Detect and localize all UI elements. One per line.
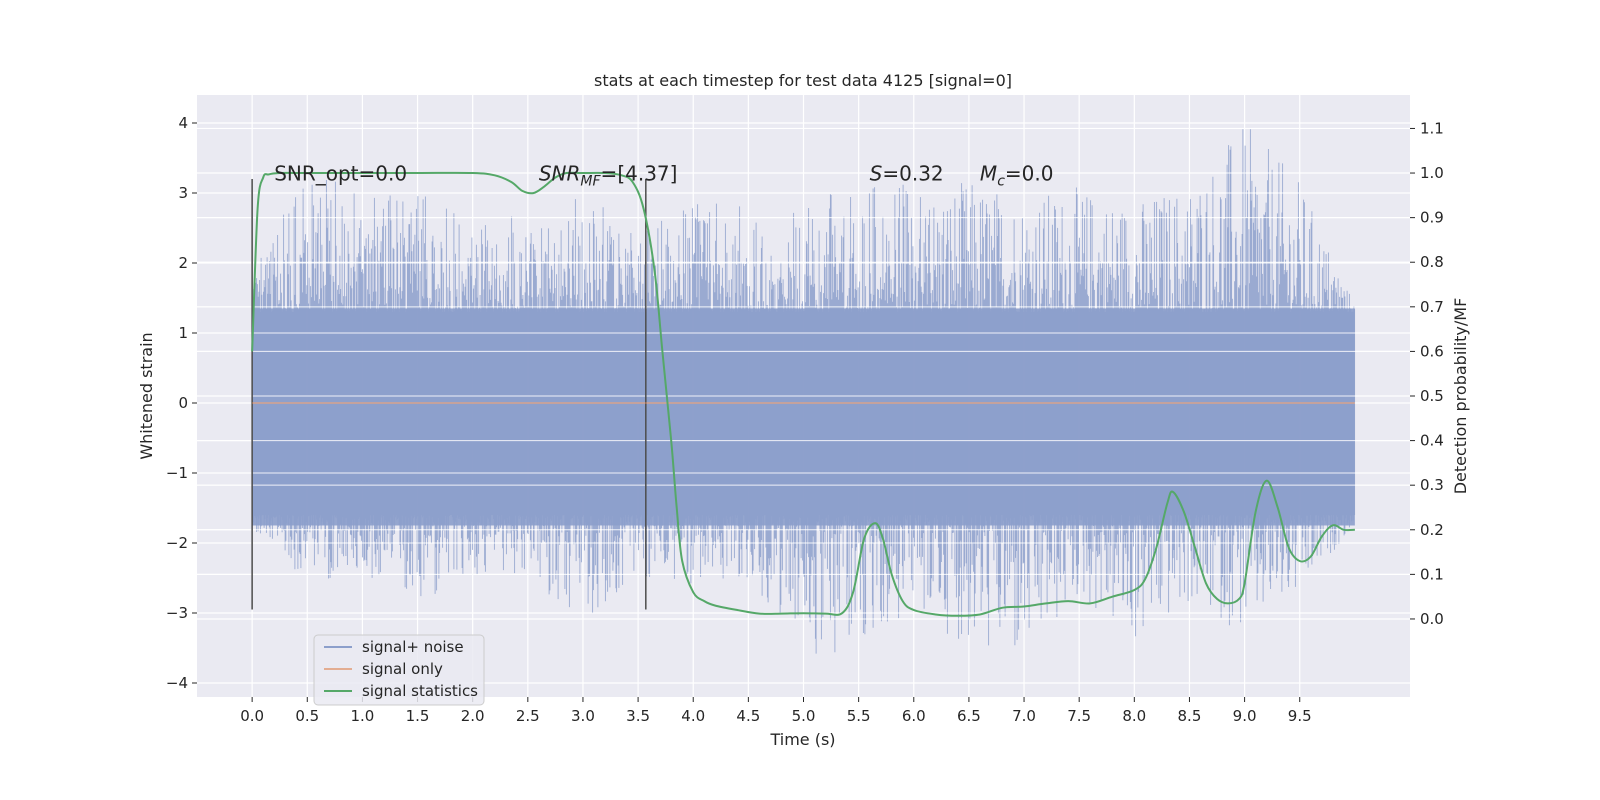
x-tick-label: 3.0 bbox=[571, 707, 595, 725]
x-tick-label: 9.5 bbox=[1288, 707, 1312, 725]
legend-box bbox=[313, 634, 485, 706]
y-axis-left: −4 −3 −2 −1 0 1 2 3 4 bbox=[166, 114, 197, 692]
y-tick-label-right: 0.4 bbox=[1420, 432, 1444, 450]
x-tick-label: 7.0 bbox=[1012, 707, 1036, 725]
x-tick-label: 2.5 bbox=[516, 707, 540, 725]
x-axis-label: Time (s) bbox=[769, 730, 835, 749]
x-tick-label: 9.0 bbox=[1233, 707, 1257, 725]
annotations: SNR_opt=0.0 SNRMF=[4.37] S=0.32 Mc=0.0 bbox=[274, 161, 1053, 189]
x-tick-label: 8.0 bbox=[1122, 707, 1146, 725]
x-tick-label: 0.0 bbox=[240, 707, 264, 725]
y-axis-label-right: Detection probability/MF bbox=[1451, 298, 1470, 495]
y-tick-label-right: 0.5 bbox=[1420, 387, 1444, 405]
x-tick-label: 5.0 bbox=[792, 707, 816, 725]
chart-title: stats at each timestep for test data 412… bbox=[594, 71, 1012, 90]
annotation-part: c bbox=[997, 173, 1005, 189]
annotation-part: MF bbox=[580, 173, 601, 189]
y-tick-label-right: 0.9 bbox=[1420, 209, 1444, 227]
y-tick-label-right: 0.2 bbox=[1420, 521, 1444, 539]
y-tick-label-left: −4 bbox=[166, 674, 188, 692]
legend-label-signal-only: signal only bbox=[362, 660, 443, 678]
annotation-part: SNR bbox=[539, 161, 581, 185]
y-tick-label-left: −1 bbox=[166, 464, 188, 482]
annotation-part: S bbox=[870, 161, 883, 185]
annotation: S=0.32 bbox=[870, 161, 944, 185]
x-tick-label: 1.0 bbox=[350, 707, 374, 725]
y-tick-label-left: 0 bbox=[178, 394, 188, 412]
x-tick-label: 4.0 bbox=[681, 707, 705, 725]
y-tick-label-right: 0.1 bbox=[1420, 565, 1444, 583]
annotation-part: = bbox=[601, 161, 618, 185]
y-tick-label-right: 0.3 bbox=[1420, 476, 1444, 494]
y-tick-label-right: 0.7 bbox=[1420, 298, 1444, 316]
x-tick-label: 5.5 bbox=[847, 707, 871, 725]
series-lines bbox=[251, 171, 1355, 617]
annotation: SNRMF=[4.37] bbox=[539, 161, 678, 189]
legend-label-signal-statistics: signal statistics bbox=[362, 682, 478, 700]
annotation: Mc=0.0 bbox=[980, 161, 1054, 189]
y-tick-label-right: 0.8 bbox=[1420, 253, 1444, 271]
y-tick-label-right: 0.0 bbox=[1420, 610, 1444, 628]
noise-band bbox=[197, 122, 1410, 684]
legend: signal+ noise signal only signal statist… bbox=[313, 634, 485, 706]
y-tick-label-left: 1 bbox=[178, 324, 188, 342]
annotation: SNR_opt=0.0 bbox=[274, 161, 407, 185]
y-tick-label-left: 3 bbox=[178, 184, 188, 202]
legend-label-signal-noise: signal+ noise bbox=[362, 638, 464, 656]
x-tick-label: 8.5 bbox=[1178, 707, 1202, 725]
y-tick-label-left: 4 bbox=[178, 114, 188, 132]
x-tick-label: 6.5 bbox=[957, 707, 981, 725]
y-axis-right: 0.0 0.1 0.2 0.3 0.4 0.5 0.6 0.7 0.8 0.9 1.0 1.1 bbox=[1410, 119, 1444, 628]
annotation-part: =0.32 bbox=[882, 161, 943, 185]
y-tick-label-right: 0.6 bbox=[1420, 342, 1444, 360]
x-tick-label: 6.0 bbox=[902, 707, 926, 725]
x-tick-label: 0.5 bbox=[295, 707, 319, 725]
y-tick-label-left: −2 bbox=[166, 534, 188, 552]
y-tick-label-right: 1.0 bbox=[1420, 164, 1444, 182]
annotation-part: =0.0 bbox=[1005, 161, 1054, 185]
x-axis: 0.0 0.5 1.0 1.5 2.0 2.5 3.0 3.5 4.0 4.5 5.0 5.5 6.0 6… bbox=[240, 697, 1312, 725]
y-axis-label-left: Whitened strain bbox=[137, 332, 156, 459]
y-tick-label-left: 2 bbox=[178, 254, 188, 272]
y-tick-label-right: 1.1 bbox=[1420, 119, 1444, 137]
x-tick-label: 4.5 bbox=[736, 707, 760, 725]
x-tick-label: 7.5 bbox=[1067, 707, 1091, 725]
vertical-markers bbox=[251, 179, 647, 610]
annotation-part: [4.37] bbox=[617, 161, 677, 185]
signal-statistics-line bbox=[251, 171, 1355, 617]
annotation-part: M bbox=[980, 161, 997, 185]
x-tick-label: 3.5 bbox=[626, 707, 650, 725]
x-tick-label: 1.5 bbox=[406, 707, 430, 725]
y-tick-label-left: −3 bbox=[166, 604, 188, 622]
annotation-part: SNR_opt=0.0 bbox=[274, 161, 407, 185]
x-tick-label: 2.0 bbox=[461, 707, 485, 725]
